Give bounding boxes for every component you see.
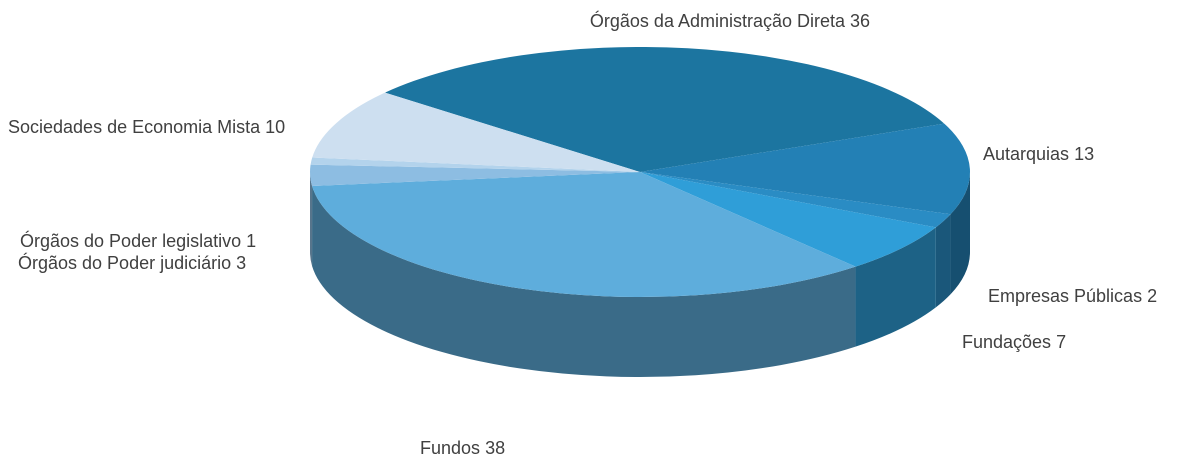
label-value: 38 <box>485 438 505 458</box>
data-label: Empresas Públicas 2 <box>988 286 1157 306</box>
label-name: Sociedades de Economia Mista <box>8 117 261 137</box>
label-value: 3 <box>236 253 246 273</box>
label-name: Órgãos da Administração Direta <box>590 10 846 31</box>
label-name: Fundos <box>420 438 480 458</box>
slice-side <box>855 227 936 347</box>
data-label: Autarquias 13 <box>983 144 1094 164</box>
label-value: 7 <box>1056 332 1066 352</box>
slice <box>384 46 945 172</box>
slice <box>640 123 970 215</box>
slice <box>310 164 640 186</box>
data-label: Órgãos do Poder judiciário 3 <box>18 252 246 273</box>
slice-side <box>310 172 313 266</box>
slice <box>640 172 951 228</box>
data-label: Órgãos do Poder legislativo 1 <box>20 230 256 251</box>
slice-side <box>950 172 970 295</box>
slice <box>312 172 856 297</box>
label-name: Órgãos do Poder judiciário <box>18 252 231 273</box>
slice-side <box>312 185 856 377</box>
data-label: Sociedades de Economia Mista 10 <box>8 117 285 137</box>
label-name: Empresas Públicas <box>988 286 1142 306</box>
label-value: 13 <box>1074 144 1094 164</box>
label-value: 2 <box>1147 286 1157 306</box>
label-value: 1 <box>246 231 256 251</box>
slice-side <box>935 214 951 308</box>
data-label: Fundações 7 <box>962 332 1066 352</box>
label-name: Fundações <box>962 332 1051 352</box>
slice <box>312 92 640 172</box>
label-name: Autarquias <box>983 144 1069 164</box>
slice <box>640 172 936 267</box>
label-value: 10 <box>265 117 285 137</box>
data-label: Órgãos da Administração Direta 36 <box>590 10 870 31</box>
data-label: Fundos 38 <box>420 438 505 458</box>
label-value: 36 <box>850 11 870 31</box>
label-name: Órgãos do Poder legislativo <box>20 230 241 251</box>
slice <box>310 157 640 172</box>
